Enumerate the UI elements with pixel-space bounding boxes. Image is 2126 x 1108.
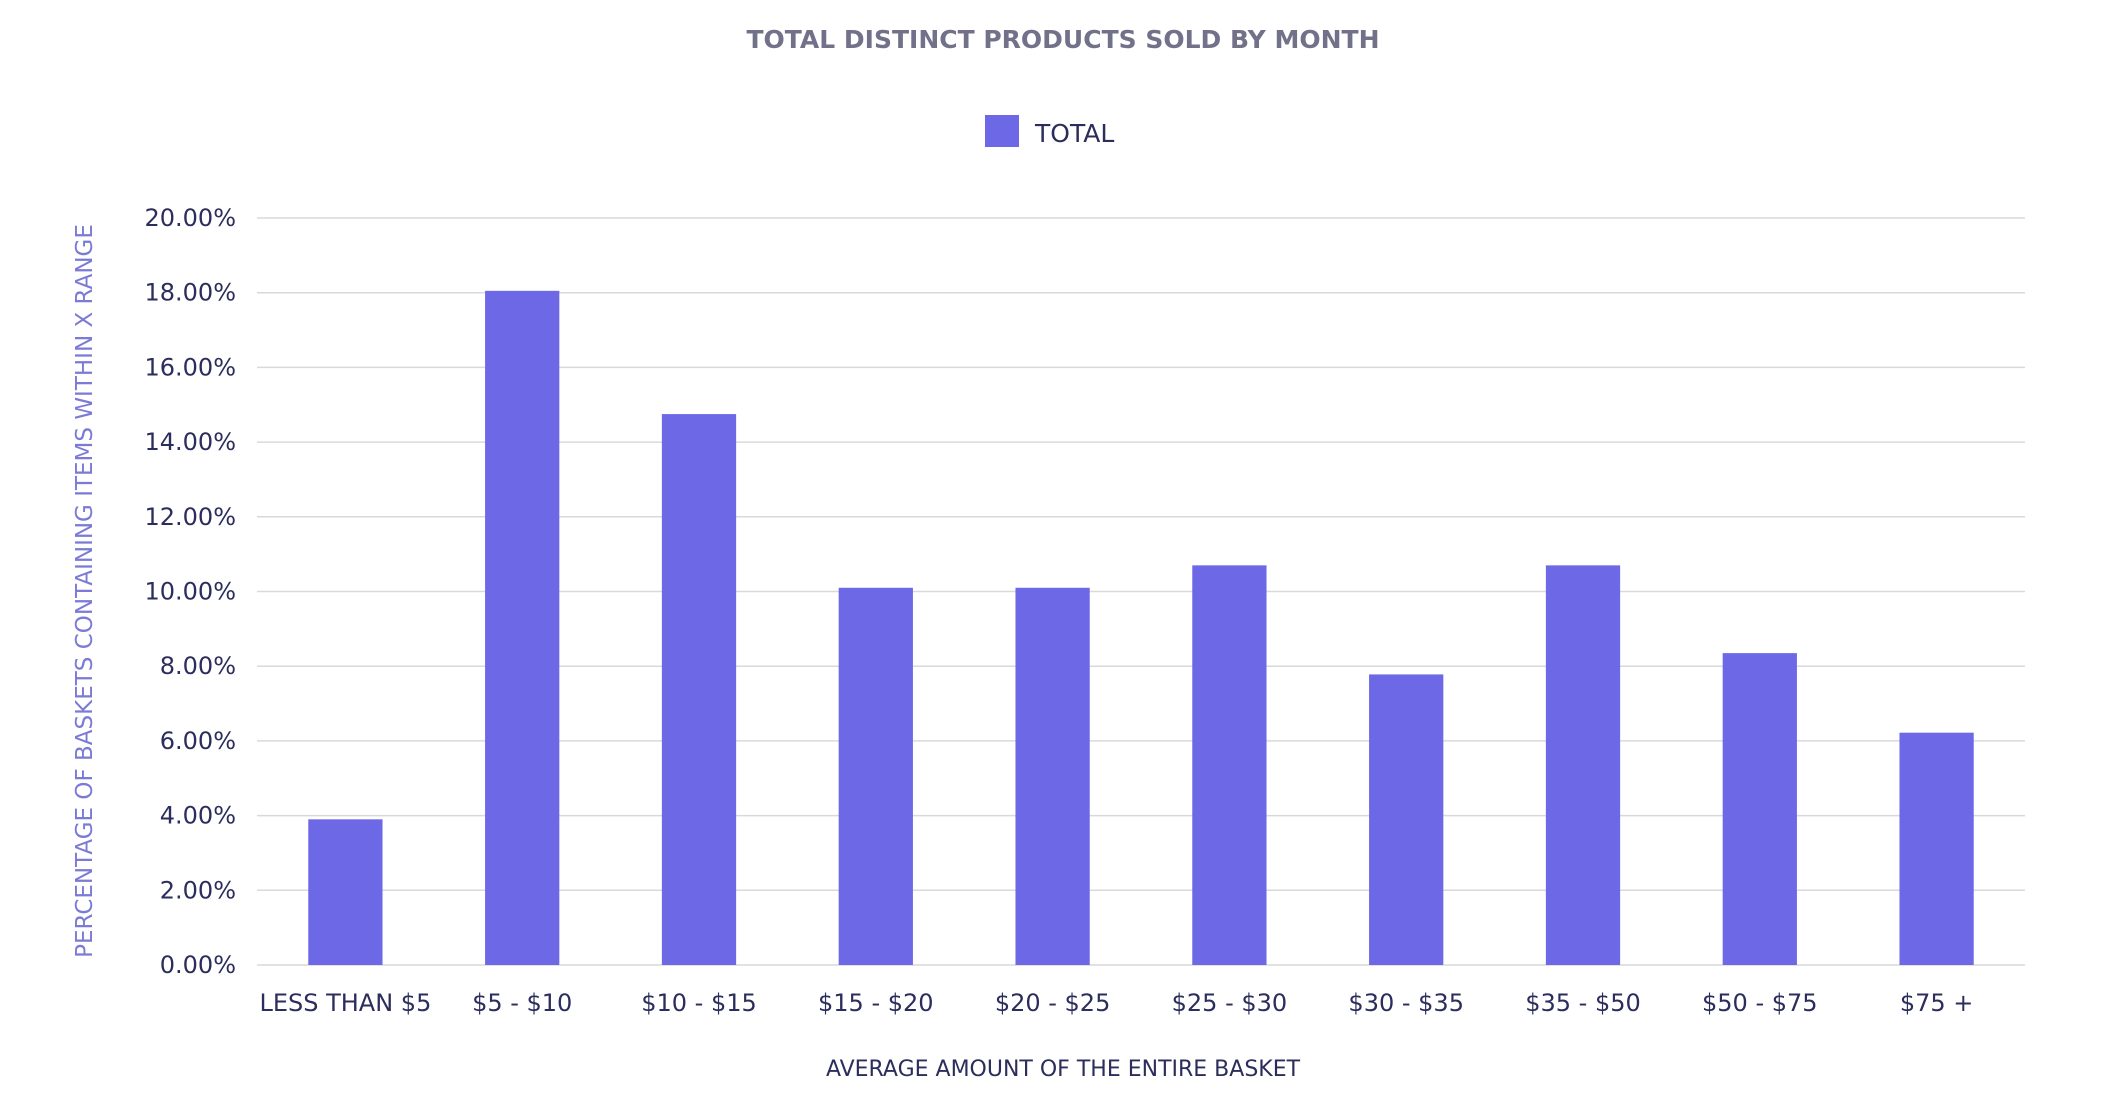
bar [485, 290, 560, 965]
bar [1192, 565, 1267, 965]
x-tick-label: $15 - $20 [818, 989, 934, 1017]
x-tick-label: $75 + [1900, 989, 1974, 1017]
y-tick-label: 8.00% [160, 652, 236, 680]
y-axis-ticks: 0.00% 2.00% 4.00% 6.00% 8.00% 10.00% 12.00% 14.… [144, 204, 236, 979]
legend-label-total: TOTAL [1034, 119, 1114, 148]
bar [1899, 732, 1974, 965]
y-tick-label: 2.00% [160, 876, 236, 904]
bar [1369, 674, 1444, 965]
legend: TOTAL [985, 115, 1114, 148]
bar [1722, 653, 1797, 965]
y-tick-label: 6.00% [160, 727, 236, 755]
x-tick-label: LESS THAN $5 [259, 989, 431, 1017]
bar [308, 819, 383, 965]
y-tick-label: 18.00% [144, 279, 236, 307]
x-tick-label: $30 - $35 [1348, 989, 1464, 1017]
x-axis-ticks: LESS THAN $5 $5 - $10 $10 - $15 $15 - $20 $2… [259, 989, 1973, 1017]
bar [1015, 587, 1090, 965]
x-axis-label: AVERAGE AMOUNT OF THE ENTIRE BASKET [826, 1057, 1301, 1082]
x-tick-label: $5 - $10 [472, 989, 572, 1017]
y-tick-label: 16.00% [144, 353, 236, 381]
y-tick-label: 10.00% [144, 578, 236, 606]
x-tick-label: $35 - $50 [1525, 989, 1641, 1017]
bar [838, 587, 913, 965]
chart-title: TOTAL DISTINCT PRODUCTS SOLD BY MONTH [747, 25, 1380, 54]
y-tick-label: 12.00% [144, 503, 236, 531]
y-tick-label: 4.00% [160, 802, 236, 830]
bars [308, 290, 1974, 965]
bar [1545, 565, 1621, 965]
x-tick-label: $10 - $15 [641, 989, 757, 1017]
y-axis-label: PERCENTAGE OF BASKETS CONTAINING ITEMS W… [72, 224, 98, 958]
x-tick-label: $25 - $30 [1172, 989, 1288, 1017]
bar [661, 414, 737, 965]
legend-swatch-total [985, 115, 1019, 147]
x-tick-label: $50 - $75 [1702, 989, 1818, 1017]
y-tick-label: 20.00% [144, 204, 236, 232]
y-tick-label: 14.00% [144, 428, 236, 456]
y-tick-label: 0.00% [160, 951, 236, 979]
x-tick-label: $20 - $25 [995, 989, 1111, 1017]
